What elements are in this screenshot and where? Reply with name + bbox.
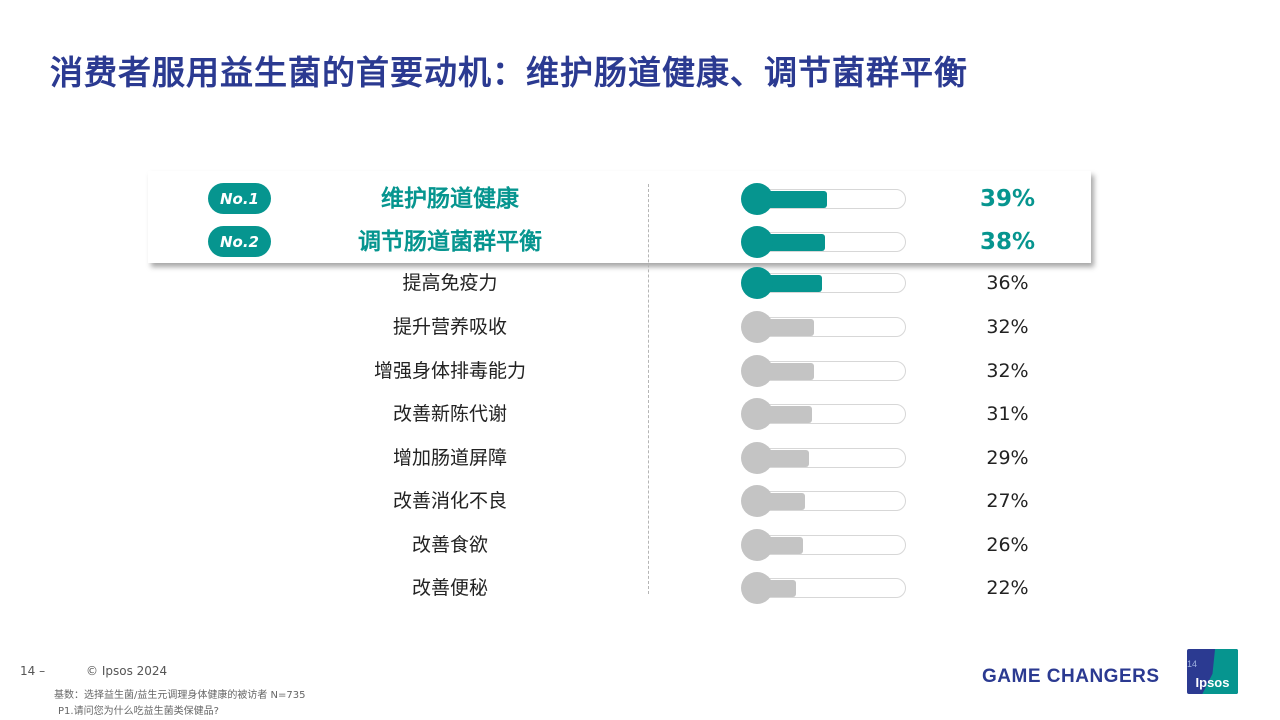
value-label: 26% (986, 534, 1029, 556)
chart-row: 增强身体排毒能力 32% (0, 355, 1280, 391)
value-label: 27% (986, 490, 1029, 512)
footer-left: 14 – © Ipsos 2024 (20, 664, 167, 678)
category-label: 提升营养吸收 (392, 316, 507, 338)
chart-row: No.2 调节肠道菌群平衡 38% (0, 226, 1280, 262)
chart-row: 改善新陈代谢 31% (0, 398, 1280, 434)
bar-knob (741, 355, 773, 387)
brand-tagline: GAME CHANGERS (982, 666, 1160, 687)
rank-badge: No.1 (208, 183, 271, 214)
page-title: 消费者服用益生菌的首要动机：维护肠道健康、调节菌群平衡 (50, 53, 968, 92)
value-label: 31% (986, 403, 1029, 425)
chart-row: No.1 维护肠道健康 39% (0, 183, 1280, 219)
bar-knob (741, 398, 773, 430)
bar-knob (741, 529, 773, 561)
page-number: 14 – (20, 664, 46, 678)
dashed-divider (648, 184, 649, 594)
bar-knob (741, 183, 773, 215)
chart-row: 提升营养吸收 32% (0, 311, 1280, 347)
value-label: 32% (986, 316, 1029, 338)
ipsos-logo: 14 Ipsos (1187, 649, 1238, 694)
chart-row: 改善便秘 22% (0, 572, 1280, 608)
category-label: 改善新陈代谢 (392, 403, 507, 425)
category-label: 增强身体排毒能力 (373, 360, 526, 382)
value-label: 39% (979, 186, 1036, 212)
value-label: 36% (986, 272, 1029, 294)
category-label: 维护肠道健康 (381, 186, 519, 212)
top-two-highlight (148, 171, 1091, 263)
logo-text: Ipsos (1195, 675, 1230, 690)
chart-row: 提高免疫力 36% (0, 267, 1280, 303)
value-label: 22% (986, 577, 1029, 599)
bar-knob (741, 311, 773, 343)
bar-knob (741, 572, 773, 604)
value-label: 32% (986, 360, 1029, 382)
category-label: 调节肠道菌群平衡 (358, 229, 542, 255)
chart-row: 改善食欲 26% (0, 529, 1280, 565)
bar-knob (741, 267, 773, 299)
copyright: © Ipsos 2024 (86, 664, 168, 678)
bar-knob (741, 442, 773, 474)
category-label: 改善消化不良 (392, 490, 507, 512)
rank-badge: No.2 (208, 226, 271, 257)
chart-row: 改善消化不良 27% (0, 485, 1280, 521)
category-label: 改善食欲 (411, 534, 488, 556)
bar-fill (755, 191, 827, 208)
category-label: 提高免疫力 (402, 272, 498, 294)
logo-page-number: 14 (1187, 659, 1198, 669)
base-note: 基数：选择益生菌/益生元调理身体健康的被访者 N=735 (54, 690, 306, 701)
bar-knob (741, 485, 773, 517)
category-label: 改善便秘 (411, 577, 488, 599)
category-label: 增加肠道屏障 (392, 447, 507, 469)
bar-knob (741, 226, 773, 258)
chart-row: 增加肠道屏障 29% (0, 442, 1280, 478)
value-label: 38% (979, 229, 1036, 255)
question-note: P1.请问您为什么吃益生菌类保健品? (58, 706, 219, 717)
value-label: 29% (986, 447, 1029, 469)
